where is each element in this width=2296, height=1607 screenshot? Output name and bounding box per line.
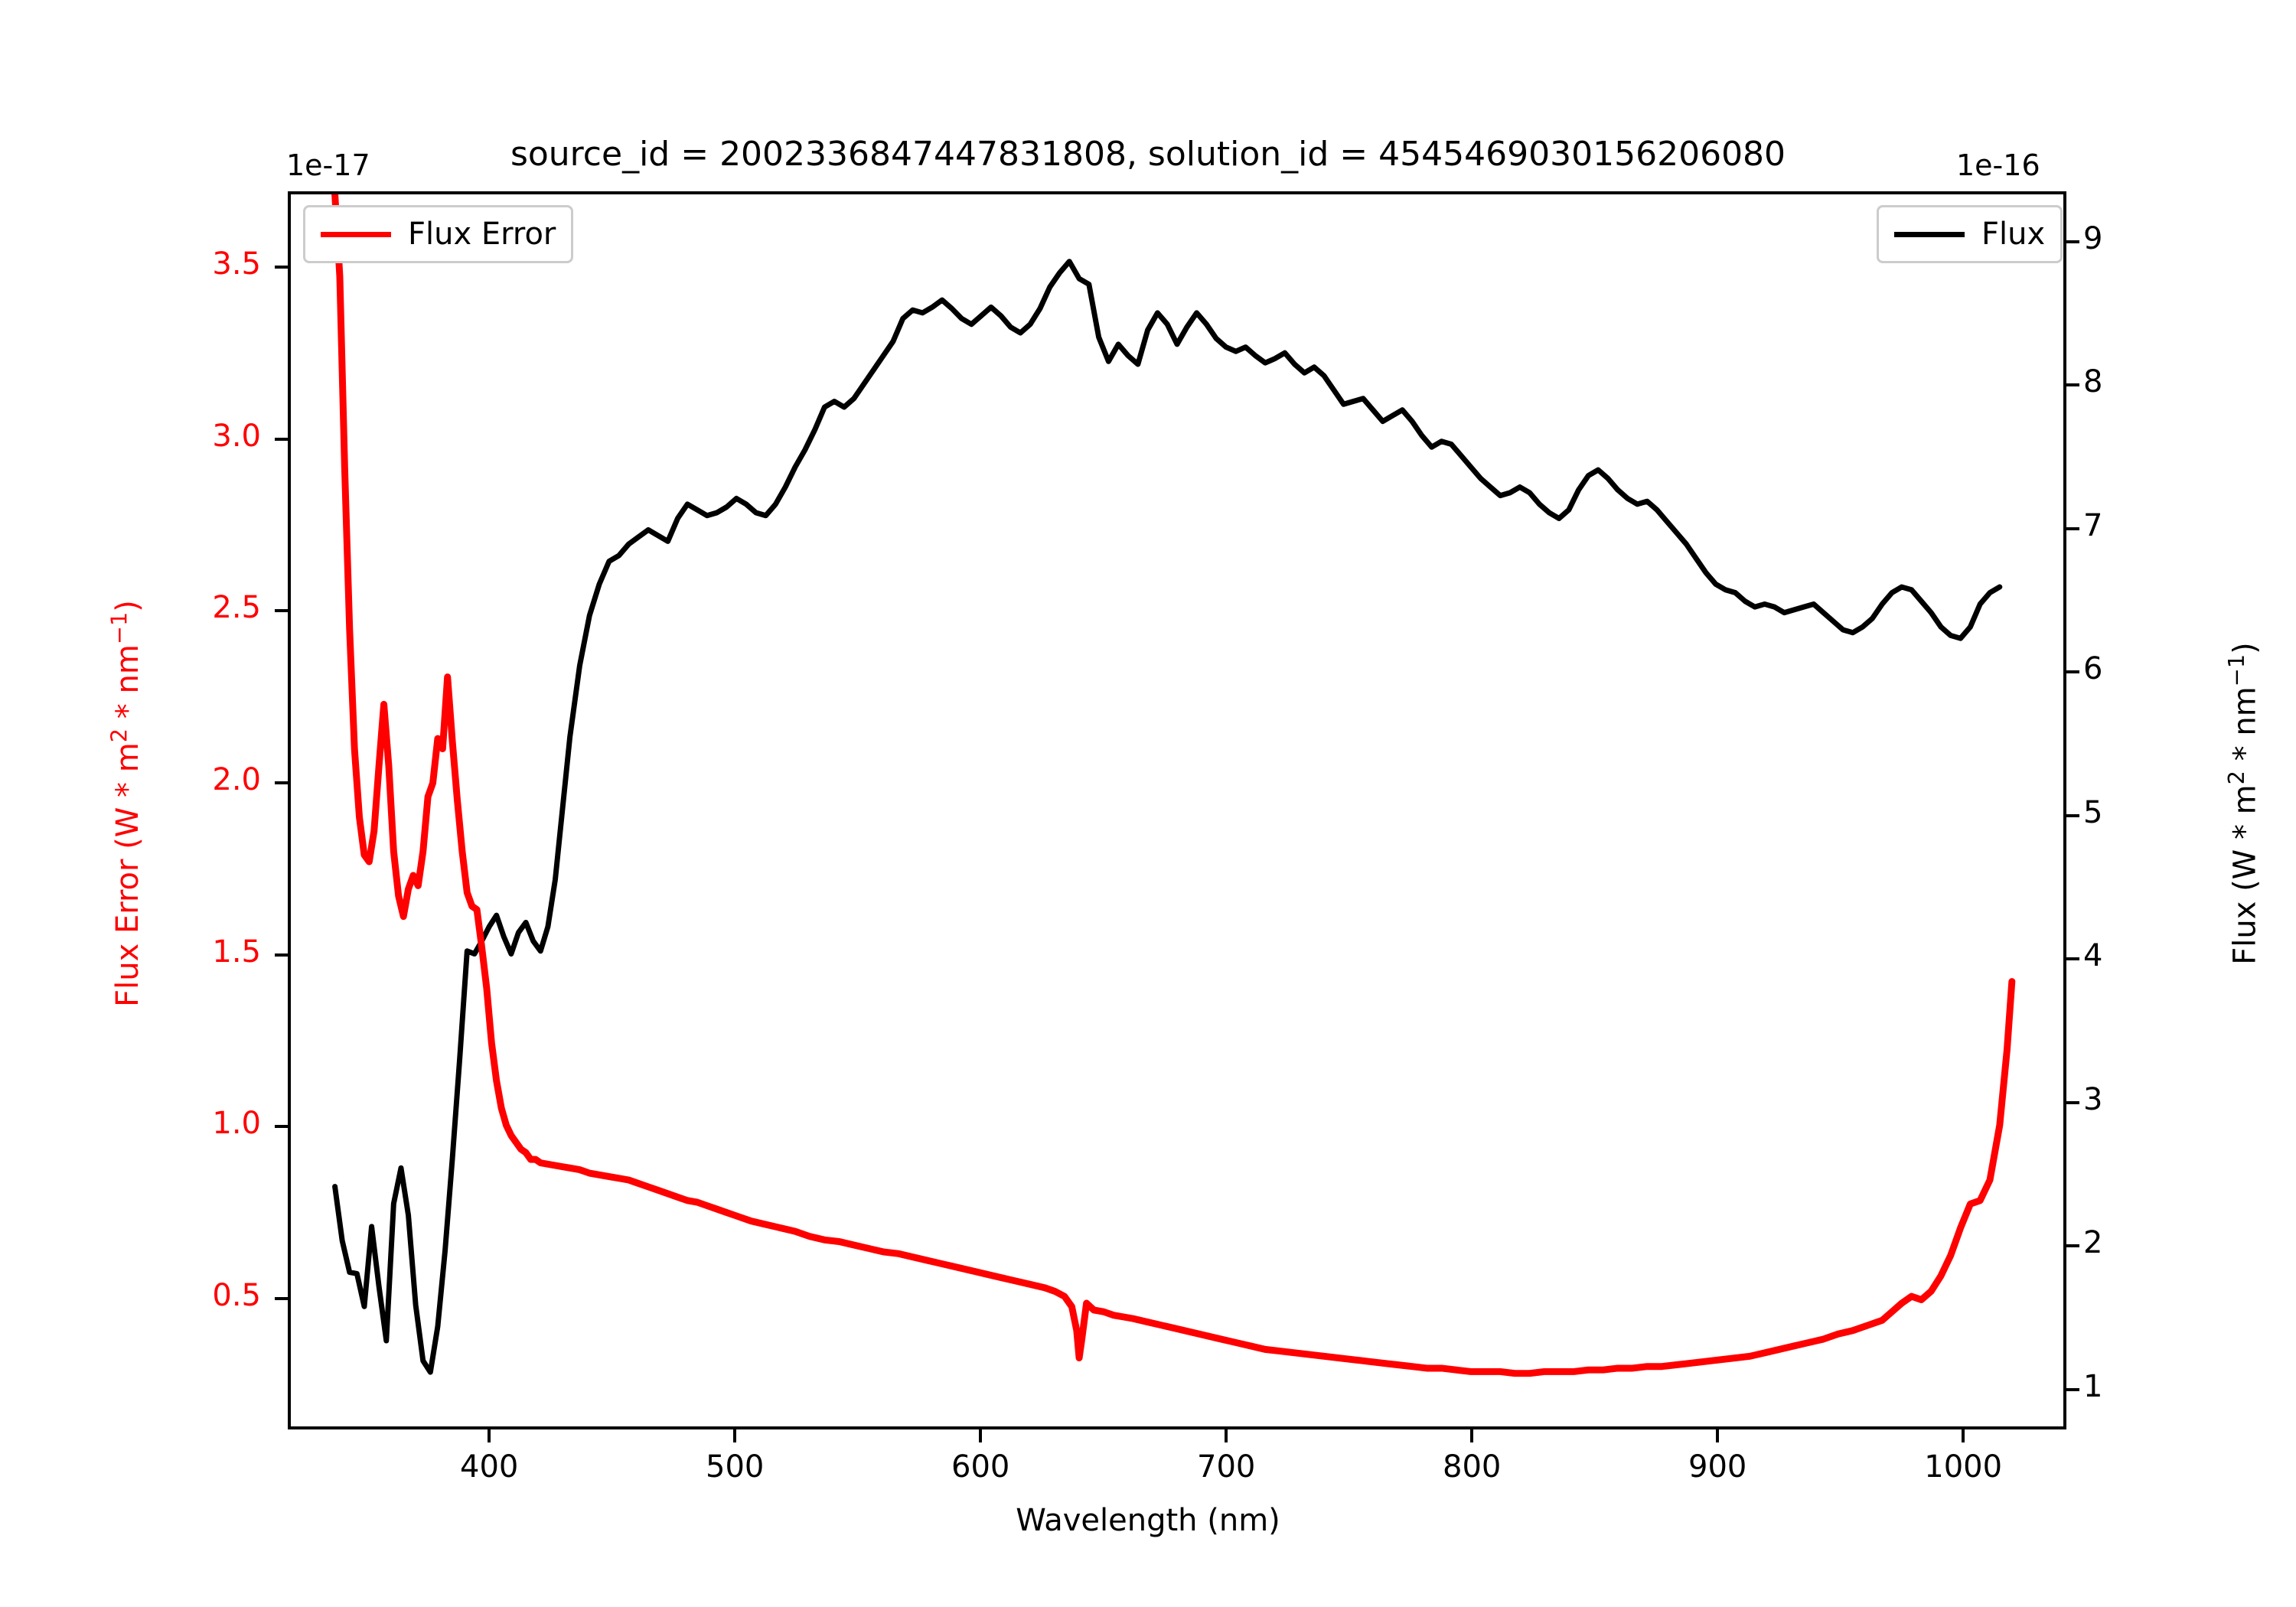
legend-flux[interactable]: Flux xyxy=(1877,205,2063,263)
plot-area xyxy=(288,191,2066,1429)
x-tick-label-900: 900 xyxy=(1688,1449,1747,1485)
y-right-tick-label-7: 7 xyxy=(2083,507,2103,543)
x-tick-900 xyxy=(1716,1429,1720,1442)
y-right-tick-2 xyxy=(2066,1244,2079,1248)
y-left-label-suffix: ) xyxy=(110,600,145,612)
x-tick-label-500: 500 xyxy=(706,1449,765,1485)
y-right-offset-label: 1e-16 xyxy=(1956,148,2040,182)
y-right-tick-label-1: 1 xyxy=(2083,1368,2103,1404)
curve-layer xyxy=(331,194,2016,1377)
x-tick-label-600: 600 xyxy=(951,1449,1010,1485)
y-axis-left-label: Flux Error (W * m2 * nm−1) xyxy=(106,600,145,1007)
x-tick-label-800: 800 xyxy=(1443,1449,1502,1485)
y-right-tick-label-8: 8 xyxy=(2083,364,2103,400)
y-left-tick-0.5 xyxy=(275,1297,288,1301)
y-right-tick-5 xyxy=(2066,813,2079,817)
y-right-label-prefix: Flux (W * m xyxy=(2227,784,2263,965)
flux-error-curve xyxy=(331,194,2016,1377)
chart-title: source_id = 2002336847447831808, solutio… xyxy=(510,135,1786,174)
legend-flux-error[interactable]: Flux Error xyxy=(303,205,574,263)
y-right-tick-1 xyxy=(2066,1387,2079,1391)
y-left-offset-label: 1e-17 xyxy=(286,148,370,182)
x-tick-500 xyxy=(733,1429,737,1442)
y-left-label-sup2: −1 xyxy=(106,611,132,645)
y-right-label-suffix: ) xyxy=(2227,642,2263,654)
y-left-tick-1.5 xyxy=(275,953,288,957)
y-left-tick-label-3.5: 3.5 xyxy=(212,246,261,282)
x-tick-700 xyxy=(1225,1429,1228,1442)
x-tick-1000 xyxy=(1962,1429,1965,1442)
x-axis-label: Wavelength (nm) xyxy=(1016,1503,1280,1538)
y-left-tick-3.5 xyxy=(275,265,288,269)
y-left-tick-3 xyxy=(275,437,288,441)
y-left-tick-label-3: 3.0 xyxy=(212,418,261,454)
x-tick-label-400: 400 xyxy=(460,1449,519,1485)
y-right-label-sup2: −1 xyxy=(2223,654,2249,687)
y-left-tick-label-2.5: 2.5 xyxy=(212,590,261,626)
y-right-tick-label-2: 2 xyxy=(2083,1225,2103,1261)
x-tick-400 xyxy=(488,1429,491,1442)
y-left-tick-1 xyxy=(275,1125,288,1129)
y-right-tick-3 xyxy=(2066,1100,2079,1104)
x-tick-800 xyxy=(1470,1429,1474,1442)
y-right-tick-label-6: 6 xyxy=(2083,651,2103,687)
y-left-tick-2 xyxy=(275,781,288,785)
x-tick-label-700: 700 xyxy=(1197,1449,1256,1485)
y-left-tick-label-2: 2.0 xyxy=(212,762,261,798)
y-right-tick-7 xyxy=(2066,526,2079,530)
legend-line-flux-error-icon xyxy=(321,231,391,237)
legend-line-flux-icon xyxy=(1894,231,1965,237)
y-right-tick-label-4: 4 xyxy=(2083,938,2103,974)
legend-label-flux-error: Flux Error xyxy=(408,217,556,252)
y-right-tick-9 xyxy=(2066,240,2079,243)
y-left-tick-label-1.5: 1.5 xyxy=(212,934,261,970)
y-right-tick-label-3: 3 xyxy=(2083,1081,2103,1117)
y-right-tick-6 xyxy=(2066,670,2079,674)
y-left-tick-label-1: 1.0 xyxy=(212,1106,261,1142)
x-tick-label-1000: 1000 xyxy=(1924,1449,2003,1485)
y-right-tick-4 xyxy=(2066,957,2079,961)
x-tick-600 xyxy=(979,1429,983,1442)
y-right-tick-8 xyxy=(2066,383,2079,387)
y-right-tick-label-5: 5 xyxy=(2083,794,2103,830)
y-right-tick-label-9: 9 xyxy=(2083,220,2103,256)
y-axis-right-label: Flux (W * m2 * nm−1) xyxy=(2223,642,2262,965)
y-left-tick-label-0.5: 0.5 xyxy=(212,1278,261,1314)
y-left-label-prefix: Flux Error (W * m xyxy=(110,742,145,1007)
y-right-label-sup1: 2 xyxy=(2223,771,2249,785)
y-left-label-sup1: 2 xyxy=(106,728,132,743)
y-left-label-mid: * nm xyxy=(110,644,145,729)
y-right-label-mid: * nm xyxy=(2227,686,2263,771)
flux-curve xyxy=(332,259,2003,1375)
y-left-tick-2.5 xyxy=(275,609,288,613)
legend-label-flux: Flux xyxy=(1981,217,2046,252)
